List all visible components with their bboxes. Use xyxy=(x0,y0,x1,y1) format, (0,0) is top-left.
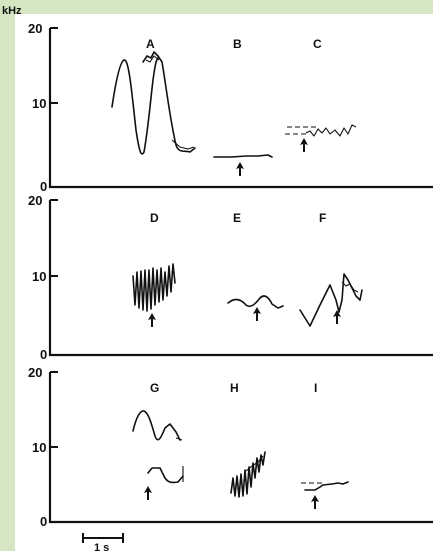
scale-bar-label: 1 s xyxy=(94,542,109,551)
spectrogram-f-trace-icon xyxy=(299,273,363,327)
spectrogram-label-c: C xyxy=(313,37,322,51)
spectrogram-c-trace-icon xyxy=(305,124,357,137)
spectrogram-label-b: B xyxy=(233,37,242,51)
spectrogram-d-trace-icon xyxy=(132,263,176,312)
panel-1-tick-label-0: 0 xyxy=(40,179,47,194)
spectrogram-h-trace-icon xyxy=(230,451,266,498)
panel-2-tick-label-10: 10 xyxy=(32,269,46,284)
spectrogram-label-f: F xyxy=(319,211,326,225)
panel-3-tick-label-10: 10 xyxy=(32,440,46,455)
spectrogram-label-i: I xyxy=(314,381,317,395)
spectrogram-i-trace-icon xyxy=(304,481,349,491)
panel-2: 20 10 0 D E F xyxy=(28,193,433,362)
spectrogram-label-a: A xyxy=(146,37,155,51)
spectrogram-label-g: G xyxy=(150,381,159,395)
panel-1-tick-label-10: 10 xyxy=(32,96,46,111)
spectrogram-label-d: D xyxy=(150,211,159,225)
spectrogram-f-harmonic-icon xyxy=(341,281,359,293)
spectrogram-a-trace-2-icon xyxy=(142,51,196,153)
panel-1: 20 10 0 A B C xyxy=(28,21,433,194)
panel-3-tick-label-20: 20 xyxy=(28,365,42,380)
spectrogram-b-trace-icon xyxy=(213,154,273,158)
panel-2-axis xyxy=(48,200,433,357)
spectrogram-g-upper-trace-icon xyxy=(132,410,181,441)
figure-background xyxy=(15,14,433,551)
panel-1-axis xyxy=(48,28,433,189)
spectrogram-g-detail-icon xyxy=(175,437,184,482)
panel-2-tick-label-20: 20 xyxy=(28,193,42,208)
panel-3-axis xyxy=(48,372,433,524)
spectrogram-h-detail-icon xyxy=(245,455,264,472)
spectrogram-a-harmonic-icon xyxy=(145,55,195,150)
time-scale-bar: 1 s xyxy=(82,533,124,551)
spectrogram-label-h: H xyxy=(230,381,239,395)
spectrogram-label-e: E xyxy=(233,211,241,225)
panel-3: 20 10 0 G H I xyxy=(28,365,433,529)
spectrogram-e-trace-icon xyxy=(227,295,284,309)
panel-1-tick-label-20: 20 xyxy=(28,21,42,36)
panel-2-tick-label-0: 0 xyxy=(40,347,47,362)
spectrogram-g-lower-trace-icon xyxy=(147,467,184,484)
unit-label: kHz xyxy=(2,5,22,17)
spectrogram-a-trace-icon xyxy=(111,57,159,155)
panel-3-tick-label-0: 0 xyxy=(40,514,47,529)
